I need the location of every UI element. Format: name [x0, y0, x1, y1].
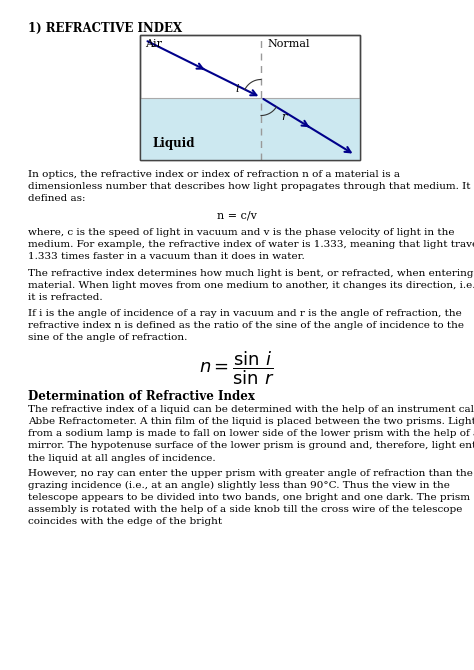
Text: In optics, the refractive index or index of refraction n of a material is a
dime: In optics, the refractive index or index… — [28, 170, 474, 203]
Bar — [140, 35, 360, 160]
Bar — [140, 98, 360, 160]
Text: Normal: Normal — [267, 39, 310, 49]
Text: Determination of Refractive Index: Determination of Refractive Index — [28, 389, 255, 403]
Text: The refractive index of a liquid can be determined with the help of an instrumen: The refractive index of a liquid can be … — [28, 405, 474, 462]
Text: However, no ray can enter the upper prism with greater angle of refraction than : However, no ray can enter the upper pris… — [28, 468, 473, 526]
Text: If i is the angle of incidence of a ray in vacuum and r is the angle of refracti: If i is the angle of incidence of a ray … — [28, 309, 464, 342]
Bar — [140, 35, 360, 160]
Text: where, c is the speed of light in vacuum and v is the phase velocity of light in: where, c is the speed of light in vacuum… — [28, 228, 474, 261]
Text: r: r — [281, 111, 286, 121]
Text: Air: Air — [145, 39, 162, 49]
Text: 1) REFRACTIVE INDEX: 1) REFRACTIVE INDEX — [28, 22, 182, 35]
Text: n = c/v: n = c/v — [217, 210, 257, 220]
Text: i: i — [236, 84, 239, 94]
Text: The refractive index determines how much light is bent, or refracted, when enter: The refractive index determines how much… — [28, 269, 474, 302]
Text: Liquid: Liquid — [152, 137, 194, 150]
Text: $n = \dfrac{\sin\, i}{\sin\, r}$: $n = \dfrac{\sin\, i}{\sin\, r}$ — [199, 350, 275, 387]
